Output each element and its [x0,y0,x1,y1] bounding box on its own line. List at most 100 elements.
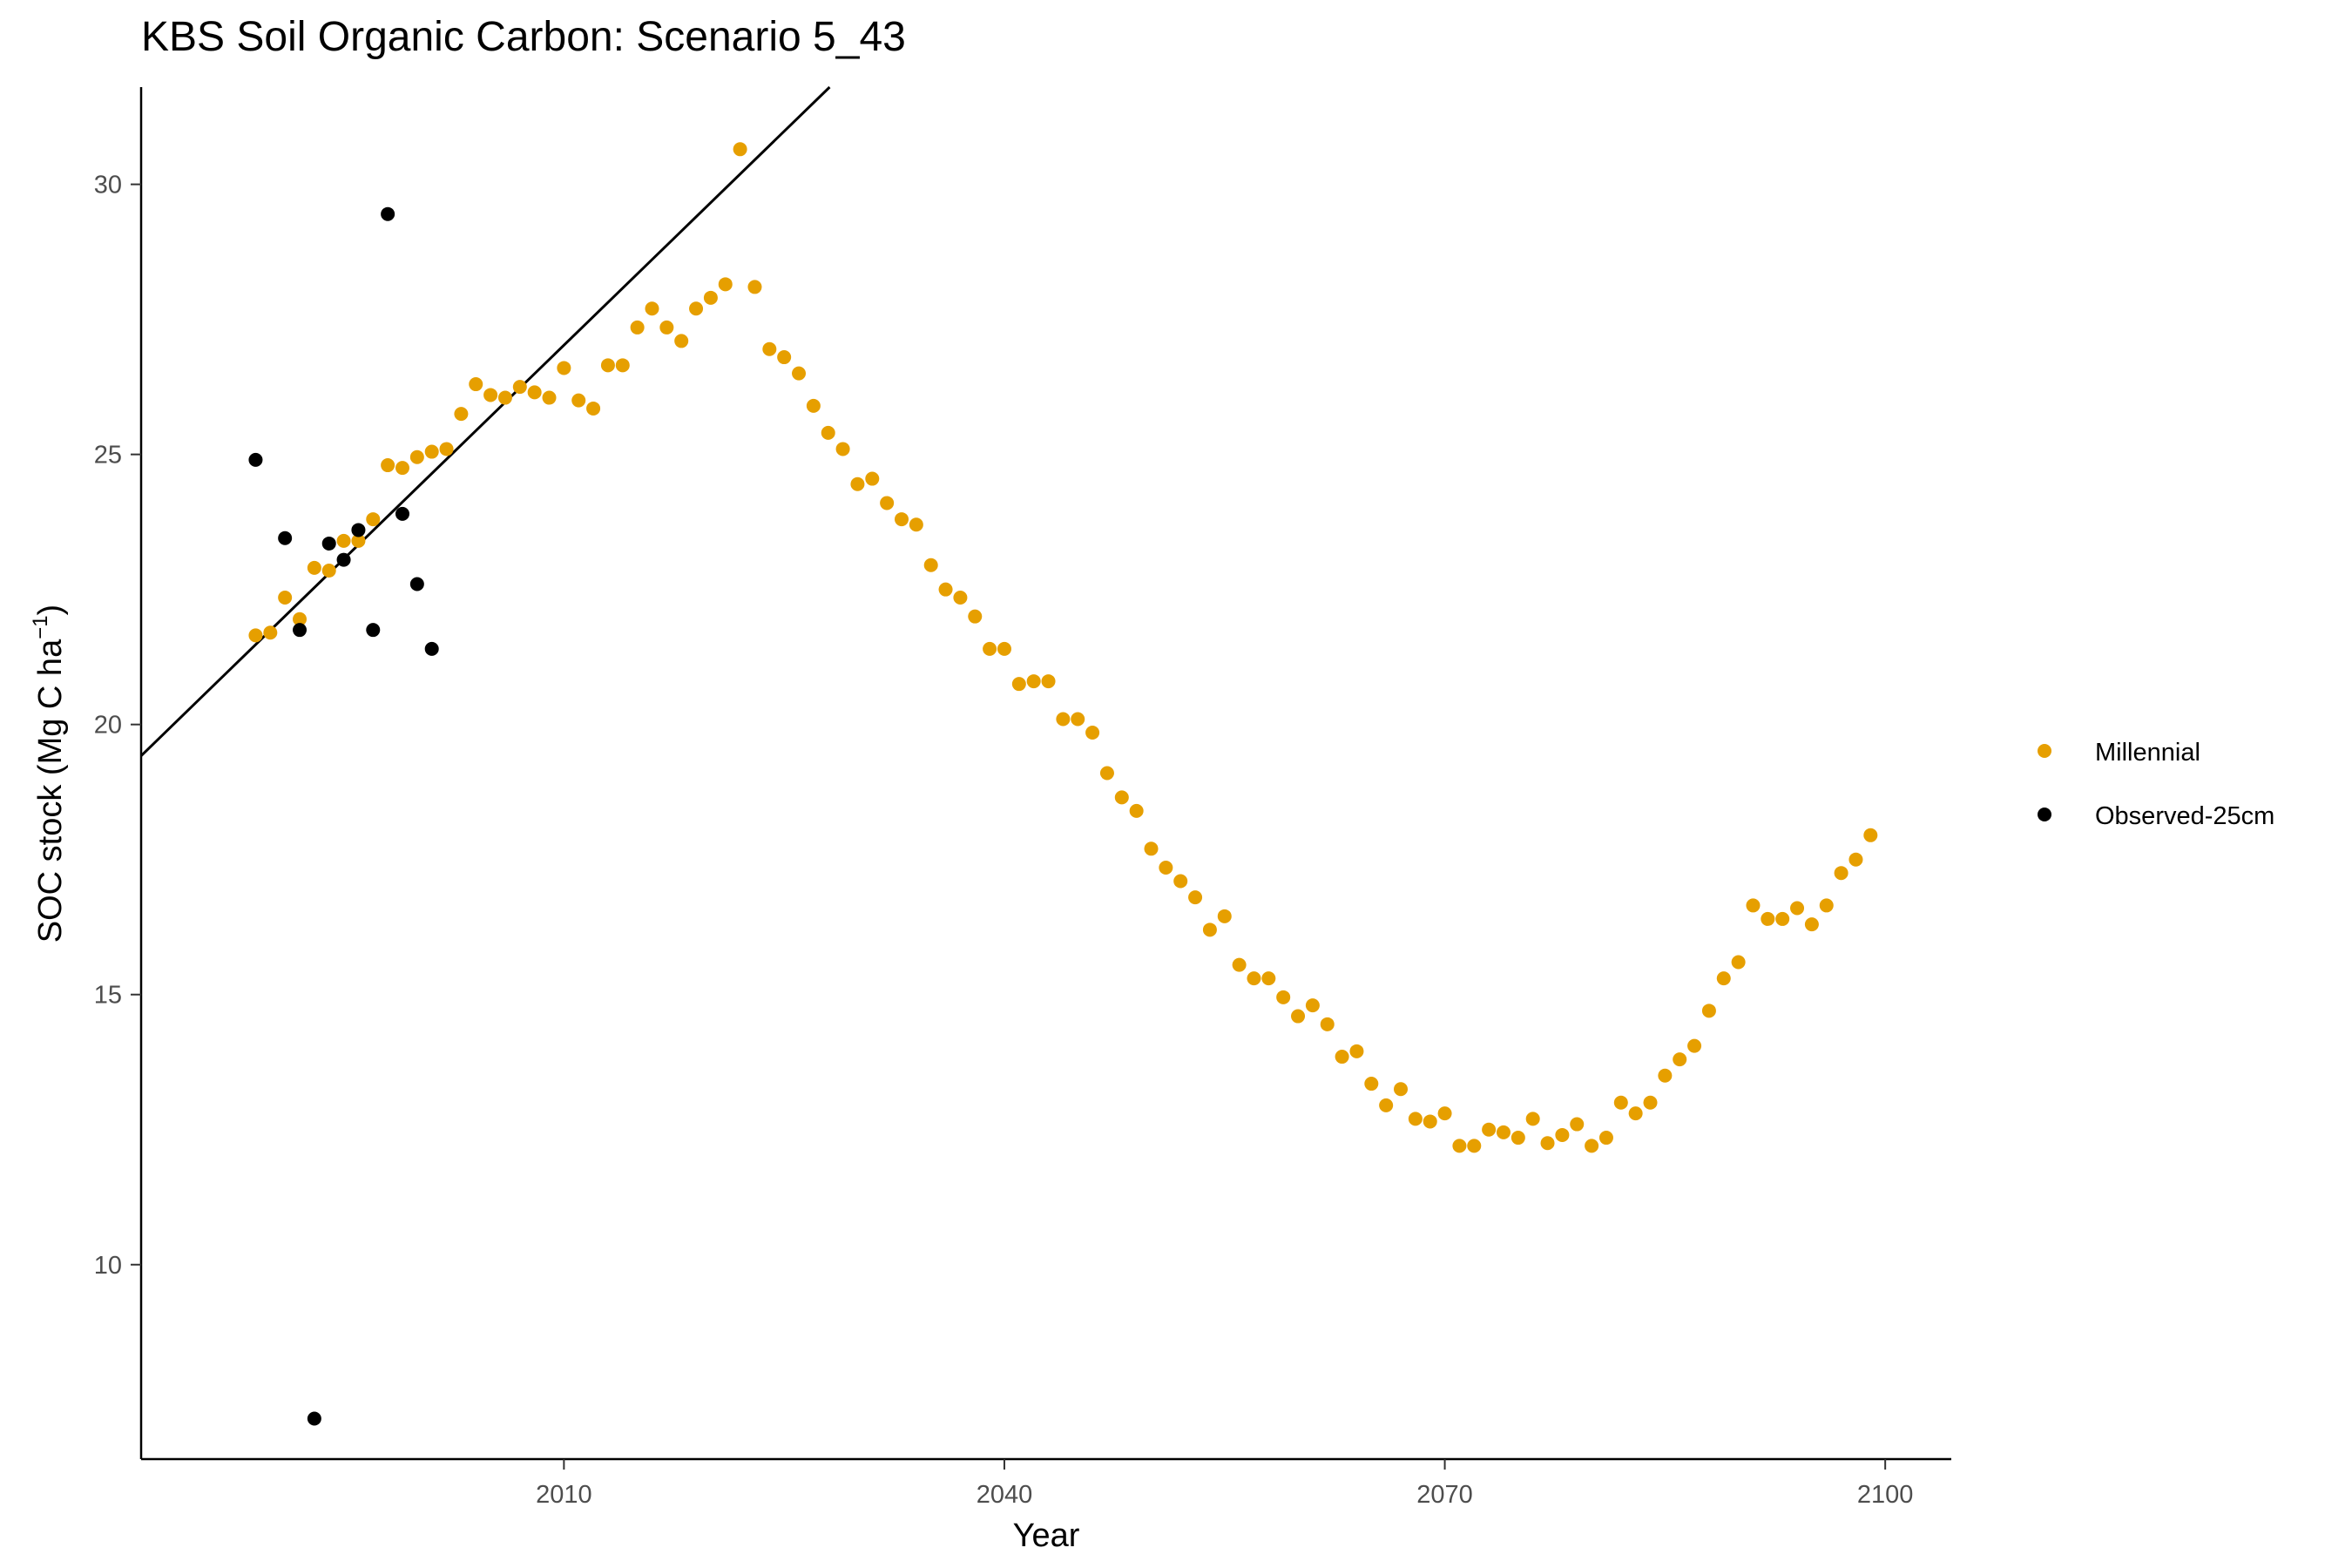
y-axis-title: SOC stock (Mg C ha−1) [29,605,69,943]
millennial-point [1819,898,1834,913]
millennial-point [469,377,483,392]
millennial-point [351,533,366,548]
millennial-point [1276,990,1291,1004]
millennial-point [1291,1009,1306,1024]
observed-point [351,523,366,537]
millennial-point [1379,1098,1394,1112]
millennial-point [1540,1136,1555,1151]
millennial-point [366,512,381,527]
millennial-point [894,512,909,527]
millennial-point [747,280,762,294]
millennial-point [1056,712,1071,727]
millennial-point [1085,725,1100,740]
millennial-point [1129,803,1144,818]
observed-point [336,552,351,567]
millennial-point [336,533,351,548]
plot-area [139,85,1878,1426]
millennial-point [689,301,704,316]
trend-line-layer [139,85,831,757]
millennial-point [1613,1095,1628,1110]
millennial-point [938,582,953,597]
observed-point [395,506,409,521]
y-tick-label: 30 [94,172,122,199]
trend-line [139,85,831,757]
millennial-point [321,563,336,578]
x-tick-label: 2070 [1416,1481,1473,1509]
millennial-point [1011,677,1026,692]
millennial-point [1775,911,1790,926]
millennial-point [1643,1095,1658,1110]
millennial-point [293,612,308,626]
millennial-point [278,590,293,605]
millennial-point [1687,1038,1702,1053]
millennial-point [953,590,968,605]
millennial-point [850,476,865,491]
millennial-point [1701,1004,1716,1018]
millennial-point [542,390,557,405]
millennial-point [1482,1122,1497,1137]
millennial-point [263,625,278,640]
x-tick-label: 2010 [536,1481,592,1509]
millennial-point [1834,866,1848,881]
observed-point [248,452,263,467]
millennial-point [483,388,498,402]
y-tick-label: 25 [94,442,122,470]
observed-point [409,577,424,591]
millennial-point [1026,674,1041,689]
legend: Millennial Observed-25cm [2038,739,2274,830]
millennial-point [1159,861,1173,875]
millennial-point [1232,957,1247,972]
millennial-point [1349,1044,1364,1058]
x-tick-label: 2100 [1857,1481,1914,1509]
millennial-point [1364,1077,1379,1092]
millennial-point [1511,1131,1525,1146]
millennial-point [835,442,850,456]
millennial-point [1335,1050,1349,1064]
millennial-point [395,461,409,476]
millennial-point [733,142,747,157]
x-axis-title: Year [1013,1517,1080,1554]
millennial-point [1673,1052,1687,1067]
millennial-point [381,458,395,473]
millennial-point [703,290,718,305]
millennial-point [1320,1017,1335,1031]
millennial-point [718,277,733,292]
millennial-point [1525,1112,1540,1126]
millennial-point [1408,1112,1423,1126]
millennial-point [909,517,923,532]
millennial-point [1848,852,1863,867]
millennial-point [1790,901,1805,916]
x-axis-ticks: 2010 2040 2070 2100 [536,1459,1913,1509]
millennial-point [968,609,983,624]
millennial-point [248,628,263,643]
millennial-point [1585,1139,1599,1153]
millennial-point [1496,1125,1511,1139]
millennial-point [806,398,821,413]
legend-label-observed: Observed-25cm [2095,802,2274,830]
y-tick-label: 20 [94,712,122,740]
millennial-point [1188,890,1203,905]
y-axis-title-superscript: −1 [29,615,52,639]
y-axis-ticks: 10 15 20 25 30 [94,172,141,1280]
millennial-point [865,471,880,486]
millennial-point [512,380,527,395]
millennial-point [1394,1082,1409,1097]
millennial-point [1071,712,1085,727]
millennial-point [983,641,997,656]
millennial-point [674,334,689,348]
millennial-point [1716,971,1731,986]
observed-point [366,623,381,638]
millennial-point [1731,955,1746,970]
observed-point [424,641,439,656]
millennial-point [1598,1131,1613,1146]
millennial-point [615,358,630,373]
observed-point [381,206,395,221]
y-axis-title-main: SOC stock (Mg C ha [32,639,69,943]
millennial-point [439,442,454,456]
millennial-point [1804,917,1819,932]
chart-title: KBS Soil Organic Carbon: Scenario 5_43 [141,14,906,60]
millennial-point [923,558,938,572]
legend-label-millennial: Millennial [2095,739,2200,767]
millennial-point [1761,911,1775,926]
